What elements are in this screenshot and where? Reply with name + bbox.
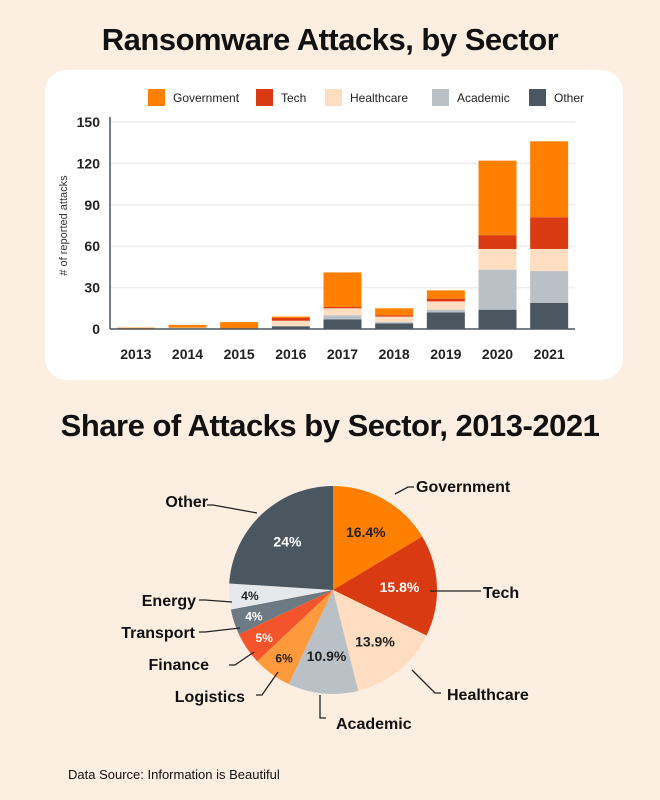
x-tick-label: 2021: [534, 346, 565, 362]
leader-line: [411, 669, 441, 694]
x-tick-label: 2013: [120, 346, 151, 362]
legend-swatch-healthcare: [325, 89, 342, 106]
bar-segment-tech: [375, 315, 414, 317]
pie-category-label: Academic: [336, 716, 412, 733]
pie-slice-finance: [238, 590, 333, 662]
bar-chart-card: 0 30 60 90 120 150 # of reported attacks 2013 20…: [45, 70, 623, 380]
legend-label-other: Other: [554, 91, 584, 105]
pie-category-label: Transport: [121, 625, 195, 642]
bar-segment-government: [271, 316, 310, 318]
y-tick-label: 90: [84, 197, 100, 213]
x-tick-label: 2015: [224, 346, 255, 362]
data-source: Data Source: Information is Beautiful: [68, 767, 280, 782]
pie-slice-logistics: [257, 590, 333, 685]
pie-slice-healthcare: [333, 590, 427, 691]
bar-segment-healthcare: [323, 308, 362, 316]
pie-value-label: 15.8%: [380, 579, 420, 595]
x-tick-label: 2020: [482, 346, 513, 362]
pie-category-label: Tech: [483, 585, 519, 602]
bar-segment-tech: [478, 235, 517, 249]
bar-segment-government: [375, 308, 414, 316]
y-axis-label: # of reported attacks: [58, 175, 70, 276]
leader-line: [319, 695, 326, 719]
bar-segment-other: [271, 326, 310, 329]
bar-segment-academic: [375, 322, 414, 324]
legend-swatch-academic: [432, 89, 449, 106]
legend-label-healthcare: Healthcare: [350, 91, 408, 105]
pie-chart-title: Share of Attacks by Sector, 2013-2021: [60, 408, 600, 443]
leader-line: [394, 486, 414, 495]
bar-segment-other: [530, 302, 569, 329]
y-tick-label: 150: [77, 114, 101, 130]
legend-swatch-government: [148, 89, 165, 106]
y-tick-label: 60: [84, 238, 100, 254]
bar-segment-government: [220, 322, 259, 329]
pie-category-label: Finance: [149, 657, 210, 674]
pie-value-label: 24%: [273, 533, 302, 549]
bar-segment-tech: [271, 317, 310, 321]
bar-segment-tech: [323, 306, 362, 309]
bar-segment-healthcare: [375, 316, 414, 323]
bar-chart: 0 30 60 90 120 150 # of reported attacks 2013 20…: [58, 89, 584, 362]
pie-category-label: Energy: [142, 593, 196, 610]
bar-segment-government: [530, 141, 569, 218]
leader-line: [207, 504, 258, 514]
x-tick-label: 2016: [275, 346, 306, 362]
y-tick-label: 0: [92, 321, 100, 337]
leader-line: [199, 599, 233, 603]
pie-chart: 16.4% Government 15.8% Tech 13.9% Healthcare 1…: [121, 479, 529, 733]
pie-category-label: Government: [416, 479, 511, 496]
pie-slice-government: [333, 486, 423, 590]
bar-segment-government: [168, 324, 207, 328]
bar-segment-other: [323, 319, 362, 329]
pie-slice-other: [229, 486, 333, 590]
leader-line: [199, 627, 241, 633]
bar-segment-academic: [478, 269, 517, 310]
pie-value-label: 10.9%: [307, 648, 347, 664]
x-tick-label: 2019: [430, 346, 461, 362]
bar-segment-tech: [530, 217, 569, 249]
legend-swatch-other: [529, 89, 546, 106]
pie-value-label: 5%: [256, 631, 274, 645]
pie-slice-energy: [229, 583, 333, 610]
y-tick-label: 30: [84, 280, 100, 296]
bar-segment-other: [426, 312, 465, 329]
bar-segment-academic: [323, 315, 362, 320]
bar-segment-government: [426, 290, 465, 299]
bar-segment-healthcare: [478, 248, 517, 270]
pie-category-label: Other: [165, 494, 208, 511]
bar-segment-other: [478, 309, 517, 329]
x-tick-label: 2017: [327, 346, 358, 362]
bar-chart-title: Ransomware Attacks, by Sector: [101, 22, 559, 57]
bar-segment-other: [375, 323, 414, 329]
legend-label-academic: Academic: [457, 91, 510, 105]
legend-label-tech: Tech: [281, 91, 306, 105]
pie-value-label: 13.9%: [355, 634, 395, 650]
pie-value-label: 16.4%: [346, 524, 386, 540]
pie-value-label: 4%: [241, 589, 259, 603]
legend-swatch-tech: [256, 89, 273, 106]
pie-slice-tech: [333, 536, 437, 636]
bar-segment-healthcare: [271, 320, 310, 327]
bar-segment-healthcare: [530, 248, 569, 272]
bar-segment-government: [323, 272, 362, 307]
leader-line: [256, 671, 279, 696]
bar-segment-academic: [426, 309, 465, 313]
x-tick-label: 2018: [379, 346, 410, 362]
pie-value-label: 4%: [245, 610, 263, 624]
legend-label-government: Government: [173, 91, 240, 105]
pie-slice-academic: [288, 590, 359, 694]
y-tick-label: 120: [77, 155, 101, 171]
bar-segment-tech: [426, 298, 465, 302]
pie-value-label: 6%: [275, 651, 293, 665]
x-tick-label: 2014: [172, 346, 203, 362]
leader-line: [229, 651, 255, 666]
pie-category-label: Logistics: [175, 689, 245, 706]
pie-slice-transport: [230, 590, 333, 635]
bar-segment-government: [478, 160, 517, 236]
bar-segment-healthcare: [426, 301, 465, 310]
bar-segment-academic: [530, 271, 569, 303]
pie-category-label: Healthcare: [447, 687, 529, 704]
